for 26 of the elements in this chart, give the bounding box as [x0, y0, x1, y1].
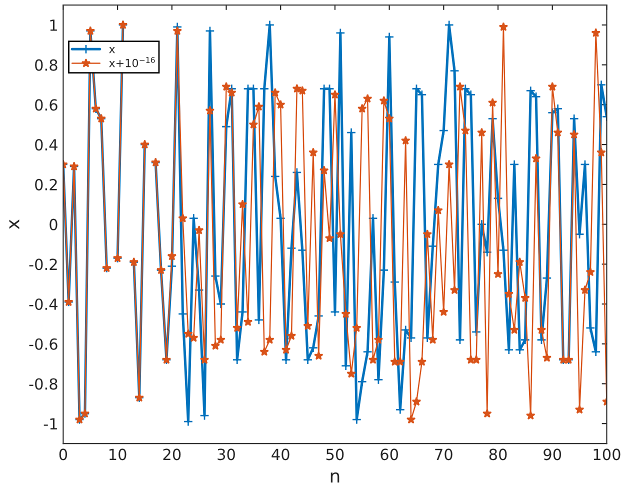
x-tick-label: 90 — [544, 448, 562, 460]
x-tick-label: 50 — [326, 448, 344, 460]
x-tick-label: 0 — [59, 448, 68, 460]
y-tick-label: -0.8 — [29, 378, 58, 390]
legend-label: x — [109, 46, 115, 54]
x-tick-label: 20 — [163, 448, 181, 460]
y-tick-label: -1 — [44, 418, 57, 430]
legend-label: x+10$^{−16}$ — [109, 57, 155, 68]
x-tick-label: 60 — [380, 448, 398, 460]
y-tick-label: 0.2 — [35, 178, 57, 190]
y-tick-label: -0.4 — [29, 298, 58, 310]
y-tick-label: -0.6 — [29, 338, 58, 350]
y-axis-title: x — [9, 220, 20, 230]
x-tick-label: 80 — [489, 448, 507, 460]
x-tick-label: 30 — [218, 448, 235, 460]
y-tick-label: -0.2 — [29, 258, 57, 270]
y-tick-label: 1 — [50, 20, 57, 31]
x-tick-label: 10 — [110, 448, 126, 460]
x-axis-title: n — [330, 472, 340, 482]
y-tick-label: 0.8 — [35, 59, 58, 71]
y-tick-label: 0 — [50, 218, 58, 230]
x-tick-label: 100 — [594, 448, 620, 460]
x-tick-label: 70 — [435, 448, 452, 460]
y-tick-label: 0.4 — [35, 139, 58, 151]
x-tick-label: 40 — [272, 448, 290, 460]
y-tick-label: 0.6 — [35, 99, 58, 111]
